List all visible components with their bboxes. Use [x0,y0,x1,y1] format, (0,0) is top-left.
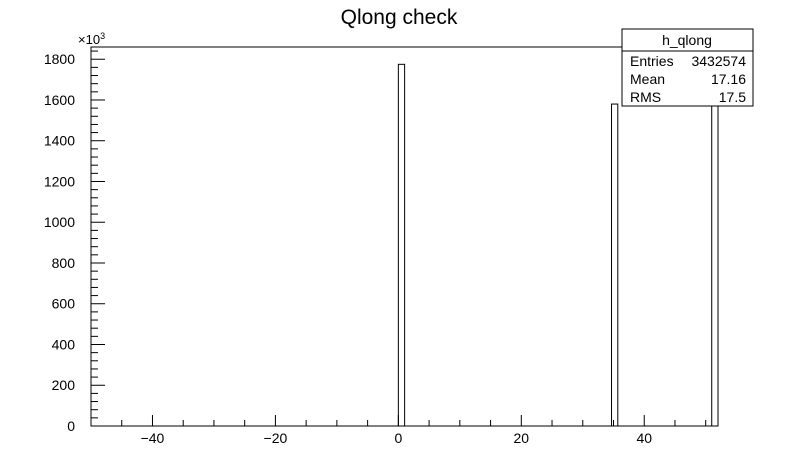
chart-title: Qlong check [341,6,458,29]
histogram-bar-0 [397,63,406,427]
y-tick-label: 600 [52,296,76,312]
x-tick-label: 20 [514,430,530,446]
stats-entries-label: Entries [630,53,674,69]
y-tick-label: 1000 [44,214,75,230]
y-tick-label: 1600 [44,92,75,108]
y-axis: 0 200 400 600 800 1000 1200 1400 1600 1800 [44,50,105,434]
x-tick-label: 0 [394,430,402,446]
x-tick-label: −20 [264,430,288,446]
y-tick-label: 1200 [44,173,75,189]
y-exponent-base: ×10 [78,32,100,47]
stats-box-border [621,28,754,107]
y-tick-label: 800 [52,255,76,271]
x-axis: −40 −20 0 20 40 [90,415,707,446]
y-exponent-label: ×103 [78,31,105,47]
stats-rms-label: RMS [630,89,661,105]
x-tick-label: 40 [636,430,652,446]
y-tick-label: 0 [67,418,75,434]
y-tick-label: 200 [52,377,76,393]
stats-mean-label: Mean [630,71,665,87]
stats-box: h_qlong Entries 3432574 Mean 17.16 RMS 1… [621,28,754,107]
histogram-bar-1 [611,103,619,427]
stats-histogram-name: h_qlong [662,32,712,48]
y-exponent-power: 3 [100,31,105,41]
x-tick-label: −40 [141,430,165,446]
plot-frame [90,46,719,427]
y-tick-label: 400 [52,336,76,352]
stats-mean-value: 17.16 [711,71,746,87]
stats-rms-value: 17.5 [719,89,746,105]
stats-entries-value: 3432574 [691,53,746,69]
y-tick-label: 1400 [44,133,75,149]
y-tick-label: 1800 [44,51,75,67]
